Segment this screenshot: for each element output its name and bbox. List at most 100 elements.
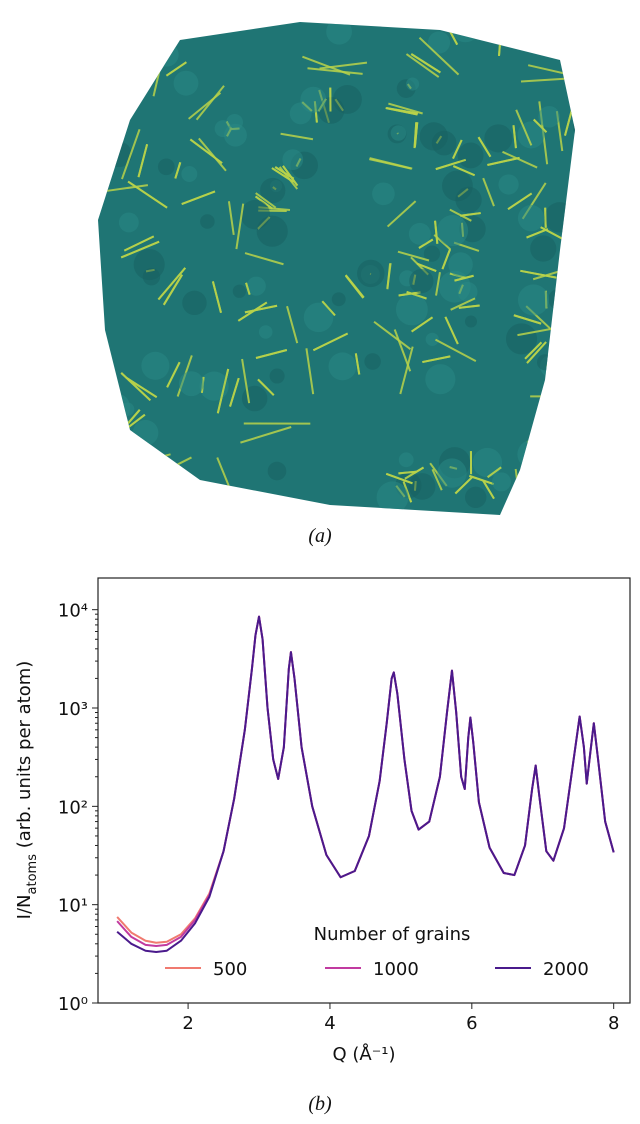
grain-edge xyxy=(469,474,495,485)
y-tick-label: 10³ xyxy=(58,699,88,720)
grain-shade xyxy=(532,31,557,55)
grain-edge xyxy=(229,377,240,407)
grain-edge xyxy=(133,22,162,50)
grain-edge xyxy=(546,361,551,368)
grain-edge xyxy=(577,511,591,514)
grain-edge xyxy=(482,177,495,207)
grain-edge xyxy=(344,274,365,299)
grain-edge xyxy=(418,36,460,76)
grain-shade xyxy=(530,235,557,262)
grain-edge xyxy=(450,297,476,311)
grain-edge xyxy=(120,240,160,259)
grain-shade xyxy=(457,281,478,302)
grain-shade xyxy=(112,22,144,32)
grain-shade xyxy=(98,70,123,99)
grain-edge xyxy=(133,453,171,465)
grain-edge xyxy=(174,162,182,179)
grain-shade xyxy=(300,86,327,113)
grain-edge xyxy=(354,353,361,375)
series-line xyxy=(116,615,615,954)
grain-edge xyxy=(154,482,175,511)
grain-edge xyxy=(454,274,474,282)
grain-edge xyxy=(113,69,126,86)
grain-edge xyxy=(157,267,187,301)
grain-edge xyxy=(116,463,121,502)
grain-shade xyxy=(326,22,353,45)
grain-edge xyxy=(254,195,274,210)
grain-edge xyxy=(540,226,563,240)
grain-edge xyxy=(150,479,154,490)
grain-edge xyxy=(113,69,126,86)
grain-edge xyxy=(410,53,441,74)
grain-edge xyxy=(113,43,149,47)
grain-edge xyxy=(411,316,434,333)
grain-shade xyxy=(484,124,513,153)
grain-edge xyxy=(397,250,430,262)
grain-edge xyxy=(458,304,480,309)
grain-edge xyxy=(216,368,230,414)
caption-b: (b) xyxy=(308,1093,332,1115)
grain-shade xyxy=(372,182,395,206)
grain-shade xyxy=(246,276,266,296)
grain-edge xyxy=(123,235,155,252)
grain-shade xyxy=(118,212,139,233)
grain-edge xyxy=(89,482,92,483)
grain-edge xyxy=(477,136,492,158)
grain-shade xyxy=(451,22,480,43)
grain-shade xyxy=(465,486,487,509)
grain-shade xyxy=(526,463,539,476)
grain-edge xyxy=(235,203,245,250)
grain-edge xyxy=(386,200,417,228)
grain-edge xyxy=(120,404,124,413)
legend-label: 500 xyxy=(213,959,247,980)
grain-shade xyxy=(98,133,103,150)
grain-shade xyxy=(149,476,168,495)
grain-edge xyxy=(406,291,427,300)
grain-shade xyxy=(200,214,215,229)
grain-shade xyxy=(224,123,247,147)
grain-edge xyxy=(541,481,574,515)
grain-edge xyxy=(120,404,124,413)
grain-shade xyxy=(437,458,467,488)
grain-shade xyxy=(303,302,334,333)
grain-shade xyxy=(132,419,159,446)
grain-edge xyxy=(548,486,575,514)
grain-shade xyxy=(423,245,441,262)
grain-edge xyxy=(544,207,547,228)
grain-shade xyxy=(455,186,482,213)
grain-edge xyxy=(237,301,268,322)
grain-edge xyxy=(529,460,548,473)
grain-shade xyxy=(98,476,99,493)
grain-edge xyxy=(441,248,452,270)
grain-edge xyxy=(550,470,569,510)
grain-shade xyxy=(419,122,448,151)
grain-shade xyxy=(543,419,559,435)
grain-shade xyxy=(538,105,560,128)
grain-edge xyxy=(550,26,564,45)
grain-shade xyxy=(199,371,229,401)
grain-edge xyxy=(444,316,459,345)
grain-edge xyxy=(110,41,149,45)
grain-edge xyxy=(413,122,418,149)
grain-edge xyxy=(195,85,225,121)
grain-shade xyxy=(535,468,557,489)
grain-edge xyxy=(98,107,123,119)
grain-edge xyxy=(162,487,181,507)
grain-edge xyxy=(280,132,314,141)
grain-edge xyxy=(136,24,163,51)
grain-edge xyxy=(255,349,288,359)
grain-edge xyxy=(98,107,123,119)
grain-shade xyxy=(491,472,511,492)
x-tick-label: 4 xyxy=(324,1013,335,1034)
grain-shade xyxy=(177,502,191,515)
grain-shade xyxy=(472,447,503,478)
grain-edge xyxy=(244,252,284,266)
grain-edge xyxy=(385,472,413,485)
grain-shade xyxy=(548,288,569,310)
grain-shade xyxy=(425,364,456,395)
grain-shade xyxy=(282,149,304,171)
grain-edge xyxy=(142,49,155,76)
grain-shade xyxy=(517,440,546,469)
grain-shade xyxy=(409,268,434,294)
grain-edge xyxy=(535,468,544,480)
